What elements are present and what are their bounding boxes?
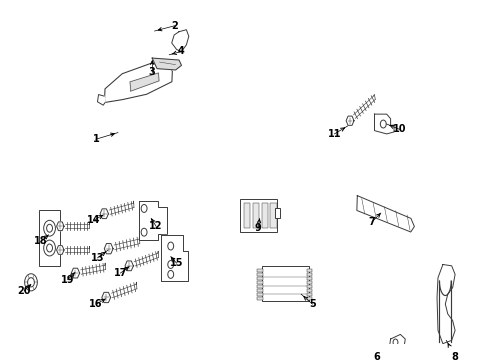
Bar bbox=[257, 277, 263, 280]
Text: 6: 6 bbox=[373, 352, 380, 360]
Text: 10: 10 bbox=[392, 124, 406, 134]
Bar bbox=[257, 281, 263, 284]
Text: 7: 7 bbox=[368, 217, 375, 227]
Text: 17: 17 bbox=[114, 268, 127, 278]
Bar bbox=[307, 297, 312, 300]
Polygon shape bbox=[104, 63, 172, 102]
Polygon shape bbox=[125, 261, 133, 271]
Polygon shape bbox=[130, 73, 159, 91]
Bar bbox=[307, 293, 312, 296]
Bar bbox=[307, 289, 312, 292]
Text: 12: 12 bbox=[149, 221, 163, 231]
Text: 16: 16 bbox=[89, 299, 103, 309]
Text: 15: 15 bbox=[170, 258, 183, 268]
Text: 5: 5 bbox=[309, 299, 316, 309]
Bar bbox=[253, 203, 259, 228]
Text: 4: 4 bbox=[178, 46, 185, 57]
Bar bbox=[257, 297, 263, 300]
Polygon shape bbox=[104, 243, 113, 254]
Bar bbox=[307, 273, 312, 276]
Text: 1: 1 bbox=[93, 134, 99, 144]
Text: 13: 13 bbox=[91, 253, 104, 263]
Bar bbox=[240, 199, 277, 231]
Bar bbox=[244, 203, 250, 228]
Bar bbox=[270, 203, 277, 228]
Bar bbox=[307, 285, 312, 288]
Text: 20: 20 bbox=[18, 286, 31, 296]
Bar bbox=[257, 273, 263, 276]
Polygon shape bbox=[98, 95, 105, 105]
Bar bbox=[257, 293, 263, 296]
Polygon shape bbox=[172, 30, 189, 51]
Bar bbox=[307, 269, 312, 273]
Text: 3: 3 bbox=[149, 67, 155, 77]
Text: 9: 9 bbox=[255, 223, 262, 233]
Circle shape bbox=[24, 274, 37, 291]
Polygon shape bbox=[437, 265, 455, 344]
Polygon shape bbox=[346, 116, 354, 125]
Bar bbox=[257, 289, 263, 292]
Polygon shape bbox=[56, 246, 64, 255]
Circle shape bbox=[44, 240, 55, 256]
Text: 18: 18 bbox=[34, 237, 48, 246]
Polygon shape bbox=[390, 334, 405, 349]
Bar bbox=[275, 208, 280, 218]
Circle shape bbox=[44, 220, 55, 236]
Polygon shape bbox=[100, 209, 108, 219]
Text: 8: 8 bbox=[452, 352, 459, 360]
Polygon shape bbox=[71, 268, 80, 278]
Polygon shape bbox=[56, 222, 64, 231]
Bar bbox=[307, 281, 312, 284]
Polygon shape bbox=[161, 235, 188, 281]
Polygon shape bbox=[357, 195, 415, 232]
Text: 19: 19 bbox=[61, 275, 74, 285]
Polygon shape bbox=[102, 292, 111, 303]
Bar bbox=[262, 266, 309, 301]
Text: 2: 2 bbox=[172, 21, 178, 31]
Text: 14: 14 bbox=[87, 215, 100, 225]
Polygon shape bbox=[152, 58, 181, 70]
Polygon shape bbox=[374, 114, 394, 134]
Polygon shape bbox=[140, 201, 167, 240]
Bar bbox=[262, 203, 268, 228]
Text: 11: 11 bbox=[328, 129, 341, 139]
Bar bbox=[307, 277, 312, 280]
Bar bbox=[257, 269, 263, 273]
Bar bbox=[257, 285, 263, 288]
Bar bbox=[39, 211, 60, 266]
